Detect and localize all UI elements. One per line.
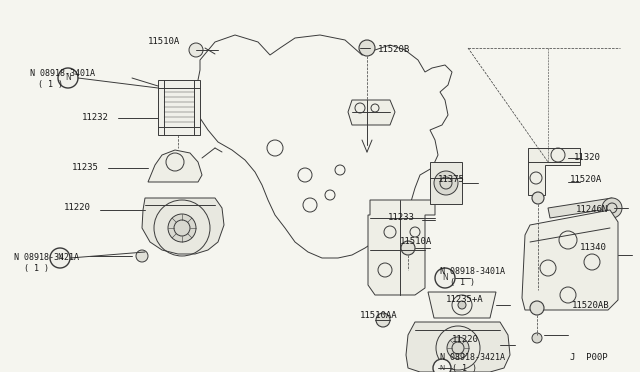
Text: 11510A: 11510A — [148, 38, 180, 46]
Bar — [430, 162, 462, 204]
Text: 11510AA: 11510AA — [360, 311, 397, 320]
Polygon shape — [368, 200, 435, 295]
Text: ( 1 ): ( 1 ) — [450, 278, 475, 286]
Text: N: N — [442, 273, 448, 282]
Polygon shape — [406, 322, 510, 372]
Circle shape — [50, 248, 70, 268]
Polygon shape — [142, 198, 224, 254]
Circle shape — [401, 241, 415, 255]
Circle shape — [376, 313, 390, 327]
Circle shape — [433, 359, 451, 372]
Text: 11340: 11340 — [580, 244, 607, 253]
Text: 11320: 11320 — [574, 154, 601, 163]
Polygon shape — [428, 292, 496, 318]
Text: J  P00P: J P00P — [570, 353, 607, 362]
Circle shape — [532, 192, 544, 204]
Circle shape — [168, 214, 196, 242]
Text: N 08918-3401A: N 08918-3401A — [440, 267, 505, 276]
Circle shape — [532, 333, 542, 343]
Circle shape — [359, 40, 375, 56]
Bar — [158, 80, 200, 135]
Text: 11232: 11232 — [82, 113, 109, 122]
Polygon shape — [348, 100, 395, 125]
Text: N: N — [440, 365, 445, 371]
Circle shape — [602, 198, 622, 218]
Polygon shape — [148, 150, 202, 182]
Text: 11235+A: 11235+A — [446, 295, 484, 305]
Text: 11375: 11375 — [438, 176, 465, 185]
Circle shape — [58, 68, 78, 88]
Text: N 08918-3401A: N 08918-3401A — [30, 70, 95, 78]
Text: N 08918-3421A: N 08918-3421A — [14, 253, 79, 263]
Text: N 08918-3421A: N 08918-3421A — [440, 353, 505, 362]
Text: 11220: 11220 — [64, 203, 91, 212]
Circle shape — [435, 268, 455, 288]
Circle shape — [458, 301, 466, 309]
Text: 11233: 11233 — [388, 214, 415, 222]
Text: N: N — [57, 253, 63, 263]
Text: 11235: 11235 — [72, 164, 99, 173]
Text: ( 1 ): ( 1 ) — [24, 263, 49, 273]
Text: 11220: 11220 — [452, 336, 479, 344]
Text: 11510A: 11510A — [400, 237, 432, 247]
Circle shape — [136, 250, 148, 262]
Text: ( 1 ): ( 1 ) — [38, 80, 63, 89]
Text: N: N — [65, 74, 71, 83]
Polygon shape — [528, 148, 580, 195]
Text: 11520AB: 11520AB — [572, 301, 610, 311]
Polygon shape — [522, 210, 618, 310]
Text: 11246N: 11246N — [576, 205, 608, 215]
Circle shape — [434, 171, 458, 195]
Text: 11520A: 11520A — [570, 176, 602, 185]
Circle shape — [189, 43, 203, 57]
Circle shape — [530, 301, 544, 315]
Text: ( 1 ): ( 1 ) — [452, 363, 477, 372]
Text: 11520B: 11520B — [378, 45, 410, 55]
Polygon shape — [548, 198, 614, 218]
Circle shape — [447, 337, 469, 359]
